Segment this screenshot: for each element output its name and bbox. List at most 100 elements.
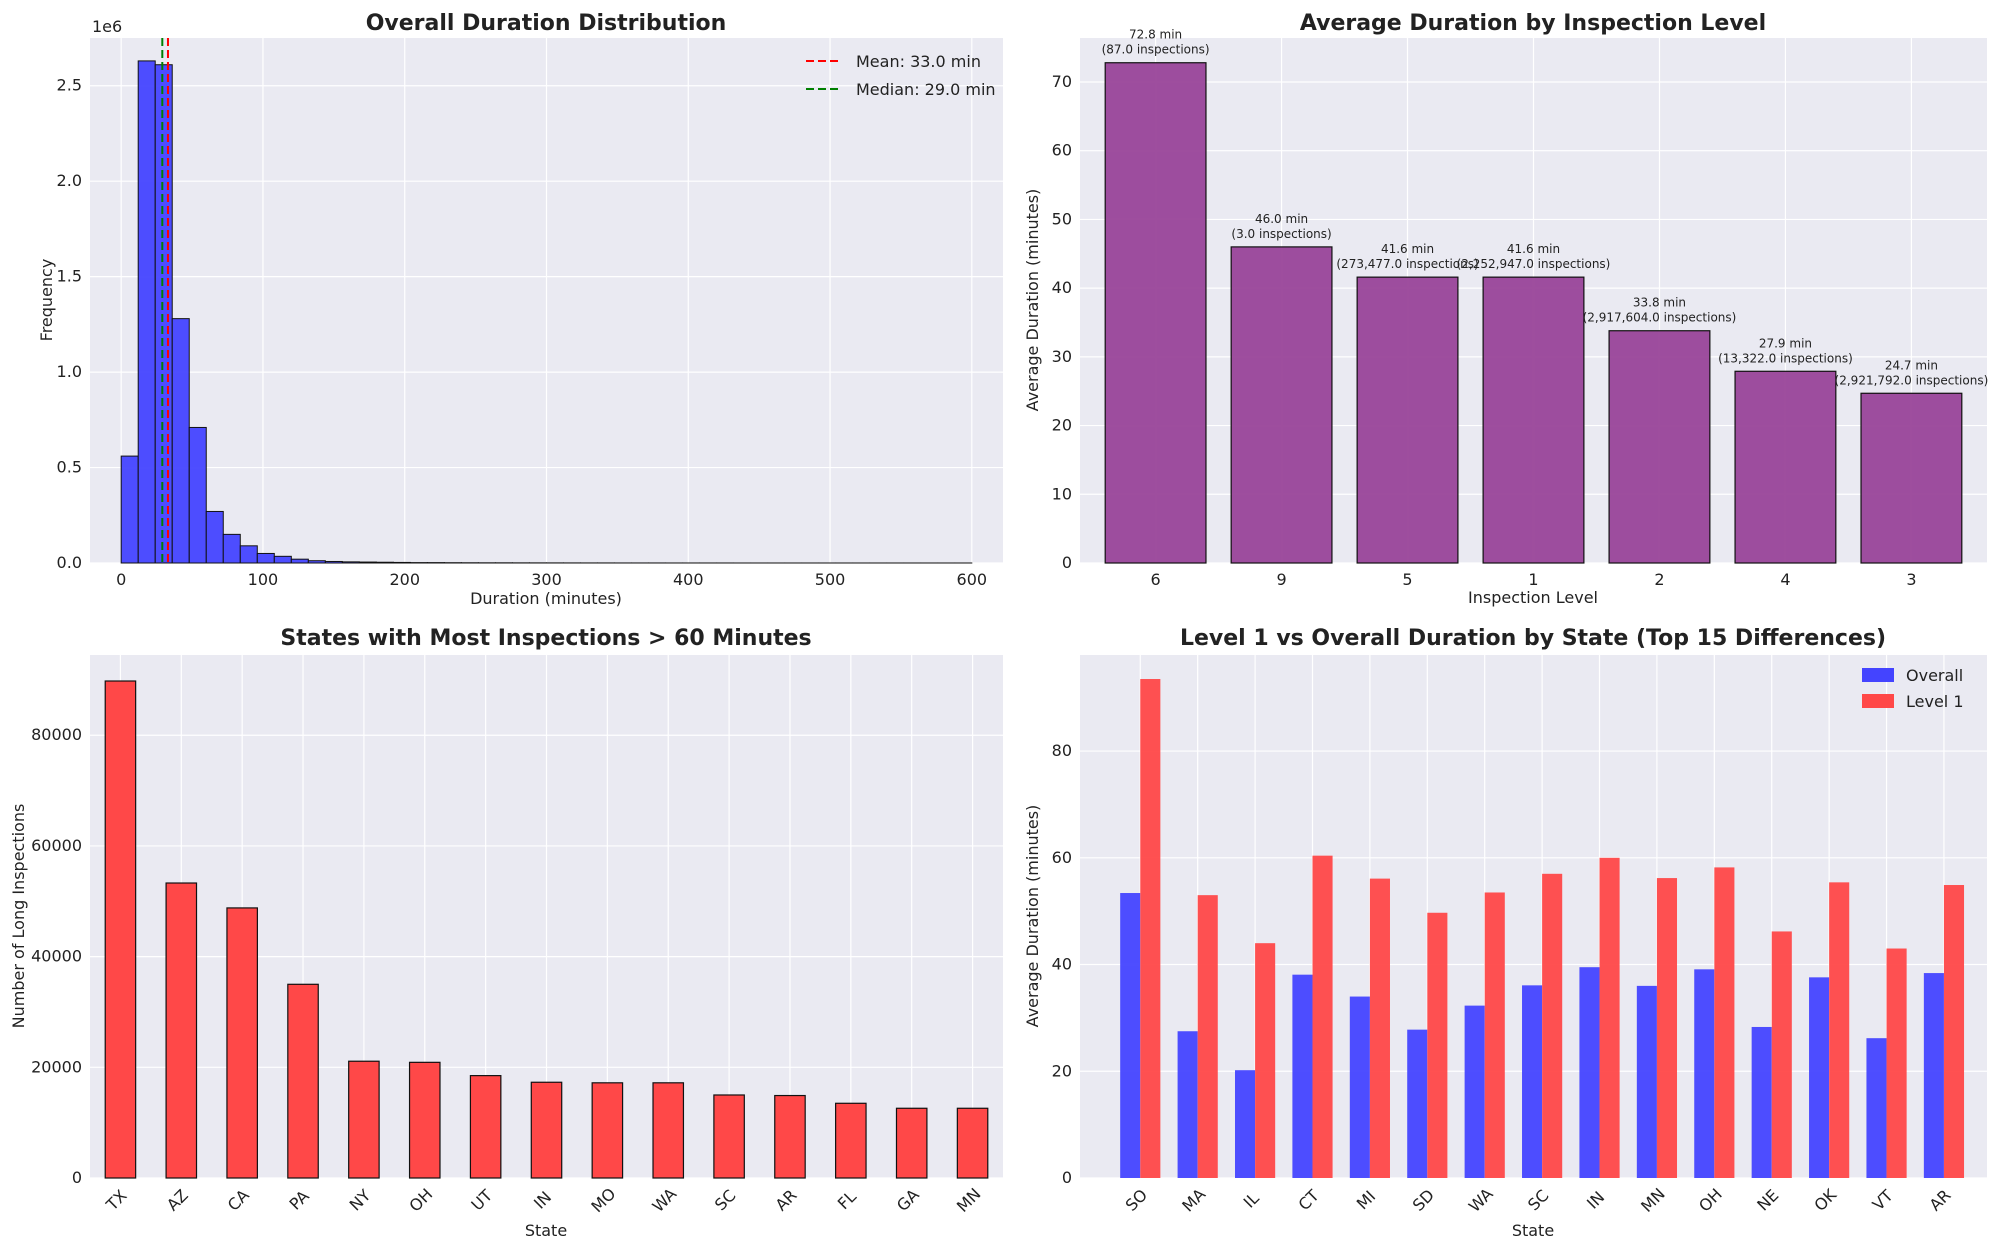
histogram-bin: [392, 561, 411, 564]
level-duration-bar: [1608, 330, 1711, 564]
level-duration-xlabel: Inspection Level: [1468, 588, 1598, 607]
long-inspections-xtick-label: TX: [102, 1186, 131, 1215]
level-duration-ytick-label: 70: [1052, 72, 1072, 91]
histogram-xtick-label: 0: [116, 570, 126, 589]
level-duration-xtick-label: 3: [1906, 570, 1916, 589]
state-comparison-xtick-label: SD: [1409, 1185, 1438, 1214]
overall-bar: [1522, 985, 1543, 1178]
level-duration-bar-count-label: (2,921,792.0 inspections): [1835, 373, 1989, 387]
overall-legend-label: Overall: [1906, 666, 1963, 685]
level1-bar: [1312, 855, 1333, 1178]
overall-bar: [1694, 969, 1715, 1178]
long-inspections-xtick-label: AR: [772, 1186, 801, 1215]
histogram-bin: [307, 560, 326, 564]
level-duration-ytick-label: 60: [1052, 141, 1072, 160]
overall-bar: [1177, 1031, 1198, 1178]
overall-bar: [1809, 977, 1830, 1178]
level1-bar: [1427, 912, 1448, 1178]
histogram-ytick-label: 1.0: [57, 362, 82, 381]
state-comparison-xtick-label: NE: [1753, 1186, 1782, 1215]
long-inspections-ytick-label: 20000: [31, 1057, 82, 1076]
level-duration-bar-value-label: 24.7 min: [1885, 358, 1938, 372]
state-comparison-ytick-label: 0: [1062, 1168, 1072, 1187]
state-comparison-ytick-label: 40: [1052, 955, 1072, 974]
long-inspections-bar: [469, 1075, 502, 1179]
histogram-bin: [120, 455, 139, 564]
long-inspections-bar: [591, 1082, 624, 1179]
level1-bar: [1886, 948, 1907, 1178]
long-inspections-ytick-label: 0: [72, 1168, 82, 1187]
state-comparison-ytick-label: 20: [1052, 1061, 1072, 1080]
state-comparison-xtick-label: SO: [1122, 1185, 1152, 1215]
state-comparison-xtick-label: AR: [1926, 1186, 1955, 1215]
level1-bar: [1542, 873, 1563, 1178]
overall-bar: [1234, 1070, 1256, 1178]
overall-bar: [1464, 1005, 1485, 1178]
overall-bar: [1923, 973, 1944, 1178]
overall-bar: [1292, 974, 1313, 1178]
long-inspections-bar: [713, 1094, 745, 1179]
histogram-bin: [273, 555, 292, 564]
level-duration-bar: [1230, 246, 1333, 564]
long-inspections-xtick-label: PA: [286, 1186, 313, 1213]
histogram-xtick-label: 600: [957, 570, 988, 589]
state-comparison-xtick-label: WA: [1465, 1184, 1497, 1216]
state-comparison-xtick-label: OK: [1810, 1185, 1840, 1215]
long-inspections-bar: [835, 1102, 867, 1179]
long-inspections-ytick-label: 60000: [31, 836, 82, 855]
level-duration-ytick-label: 40: [1052, 278, 1072, 297]
level-duration-ylabel: Average Duration (minutes): [1023, 189, 1042, 412]
overall-bar: [1751, 1026, 1772, 1178]
level1-bar: [1714, 867, 1735, 1178]
level-duration-bar-value-label: 72.8 min: [1129, 28, 1182, 42]
state-comparison-xtick-label: MN: [1637, 1184, 1669, 1216]
histogram-xtick-label: 400: [673, 570, 704, 589]
long-inspections-xtick-label: MN: [953, 1184, 985, 1216]
level1-bar: [1197, 895, 1218, 1178]
state-comparison-xtick-label: IL: [1240, 1189, 1263, 1212]
level1-bar: [1369, 878, 1390, 1178]
long-inspections-bar: [530, 1081, 563, 1179]
level-duration-ytick-label: 10: [1052, 484, 1072, 503]
overall-legend-swatch: [1862, 668, 1894, 682]
state-comparison-xtick-label: SC: [1524, 1186, 1553, 1215]
state-comparison-xtick-label: CT: [1294, 1186, 1322, 1214]
long-inspections-title: States with Most Inspections > 60 Minute…: [280, 626, 811, 651]
long-inspections-xtick-label: OH: [405, 1185, 436, 1216]
histogram-legend: Mean: 33.0 min Median: 29.0 min: [806, 52, 996, 99]
level-duration-bar-count-label: (87.0 inspections): [1102, 43, 1210, 57]
overall-bar: [1120, 893, 1141, 1178]
histogram-bin: [188, 426, 207, 564]
state-comparison-ytick-label: 80: [1052, 741, 1072, 760]
level-duration-bar-value-label: 33.8 min: [1633, 296, 1686, 310]
level-duration-bar-count-label: (13,322.0 inspections): [1718, 351, 1853, 365]
mean-legend-label: Mean: 33.0 min: [856, 52, 981, 71]
level1-bar: [1771, 931, 1792, 1178]
long-inspections-xtick-label: WA: [648, 1184, 680, 1216]
level-duration-xtick-label: 9: [1276, 570, 1286, 589]
overall-bar: [1407, 1029, 1428, 1178]
level-duration-xtick-label: 6: [1150, 570, 1160, 589]
long-inspections-xlabel: State: [525, 1221, 567, 1240]
level-duration-bar-count-label: (3.0 inspections): [1231, 227, 1331, 241]
histogram-ytick-label: 0.5: [57, 458, 82, 477]
level-duration-ytick-label: 50: [1052, 209, 1072, 228]
long-inspections-xtick-label: FL: [834, 1187, 860, 1213]
level-duration-ytick-label: 20: [1052, 416, 1072, 435]
level1-bar: [1599, 857, 1620, 1178]
long-inspections-bar: [895, 1107, 928, 1179]
long-inspections-xtick-label: GA: [893, 1185, 923, 1215]
level-duration-bar-count-label: (2,252,947.0 inspections): [1457, 257, 1611, 271]
state-comparison-xtick-label: VT: [1869, 1186, 1897, 1214]
long-inspections-bar: [652, 1082, 685, 1179]
histogram-xtick-label: 500: [815, 570, 846, 589]
histogram-xlabel: Duration (minutes): [470, 589, 622, 608]
histogram-bin: [205, 510, 224, 564]
level-duration-bar: [1356, 276, 1459, 564]
level-duration-xtick-label: 5: [1402, 570, 1412, 589]
histogram-bin: [239, 545, 258, 564]
histogram-bin: [341, 561, 360, 564]
state-comparison-title: Level 1 vs Overall Duration by State (To…: [1180, 626, 1886, 651]
state-comparison-xtick-label: IN: [1583, 1187, 1608, 1212]
histogram-bin: [256, 552, 275, 564]
